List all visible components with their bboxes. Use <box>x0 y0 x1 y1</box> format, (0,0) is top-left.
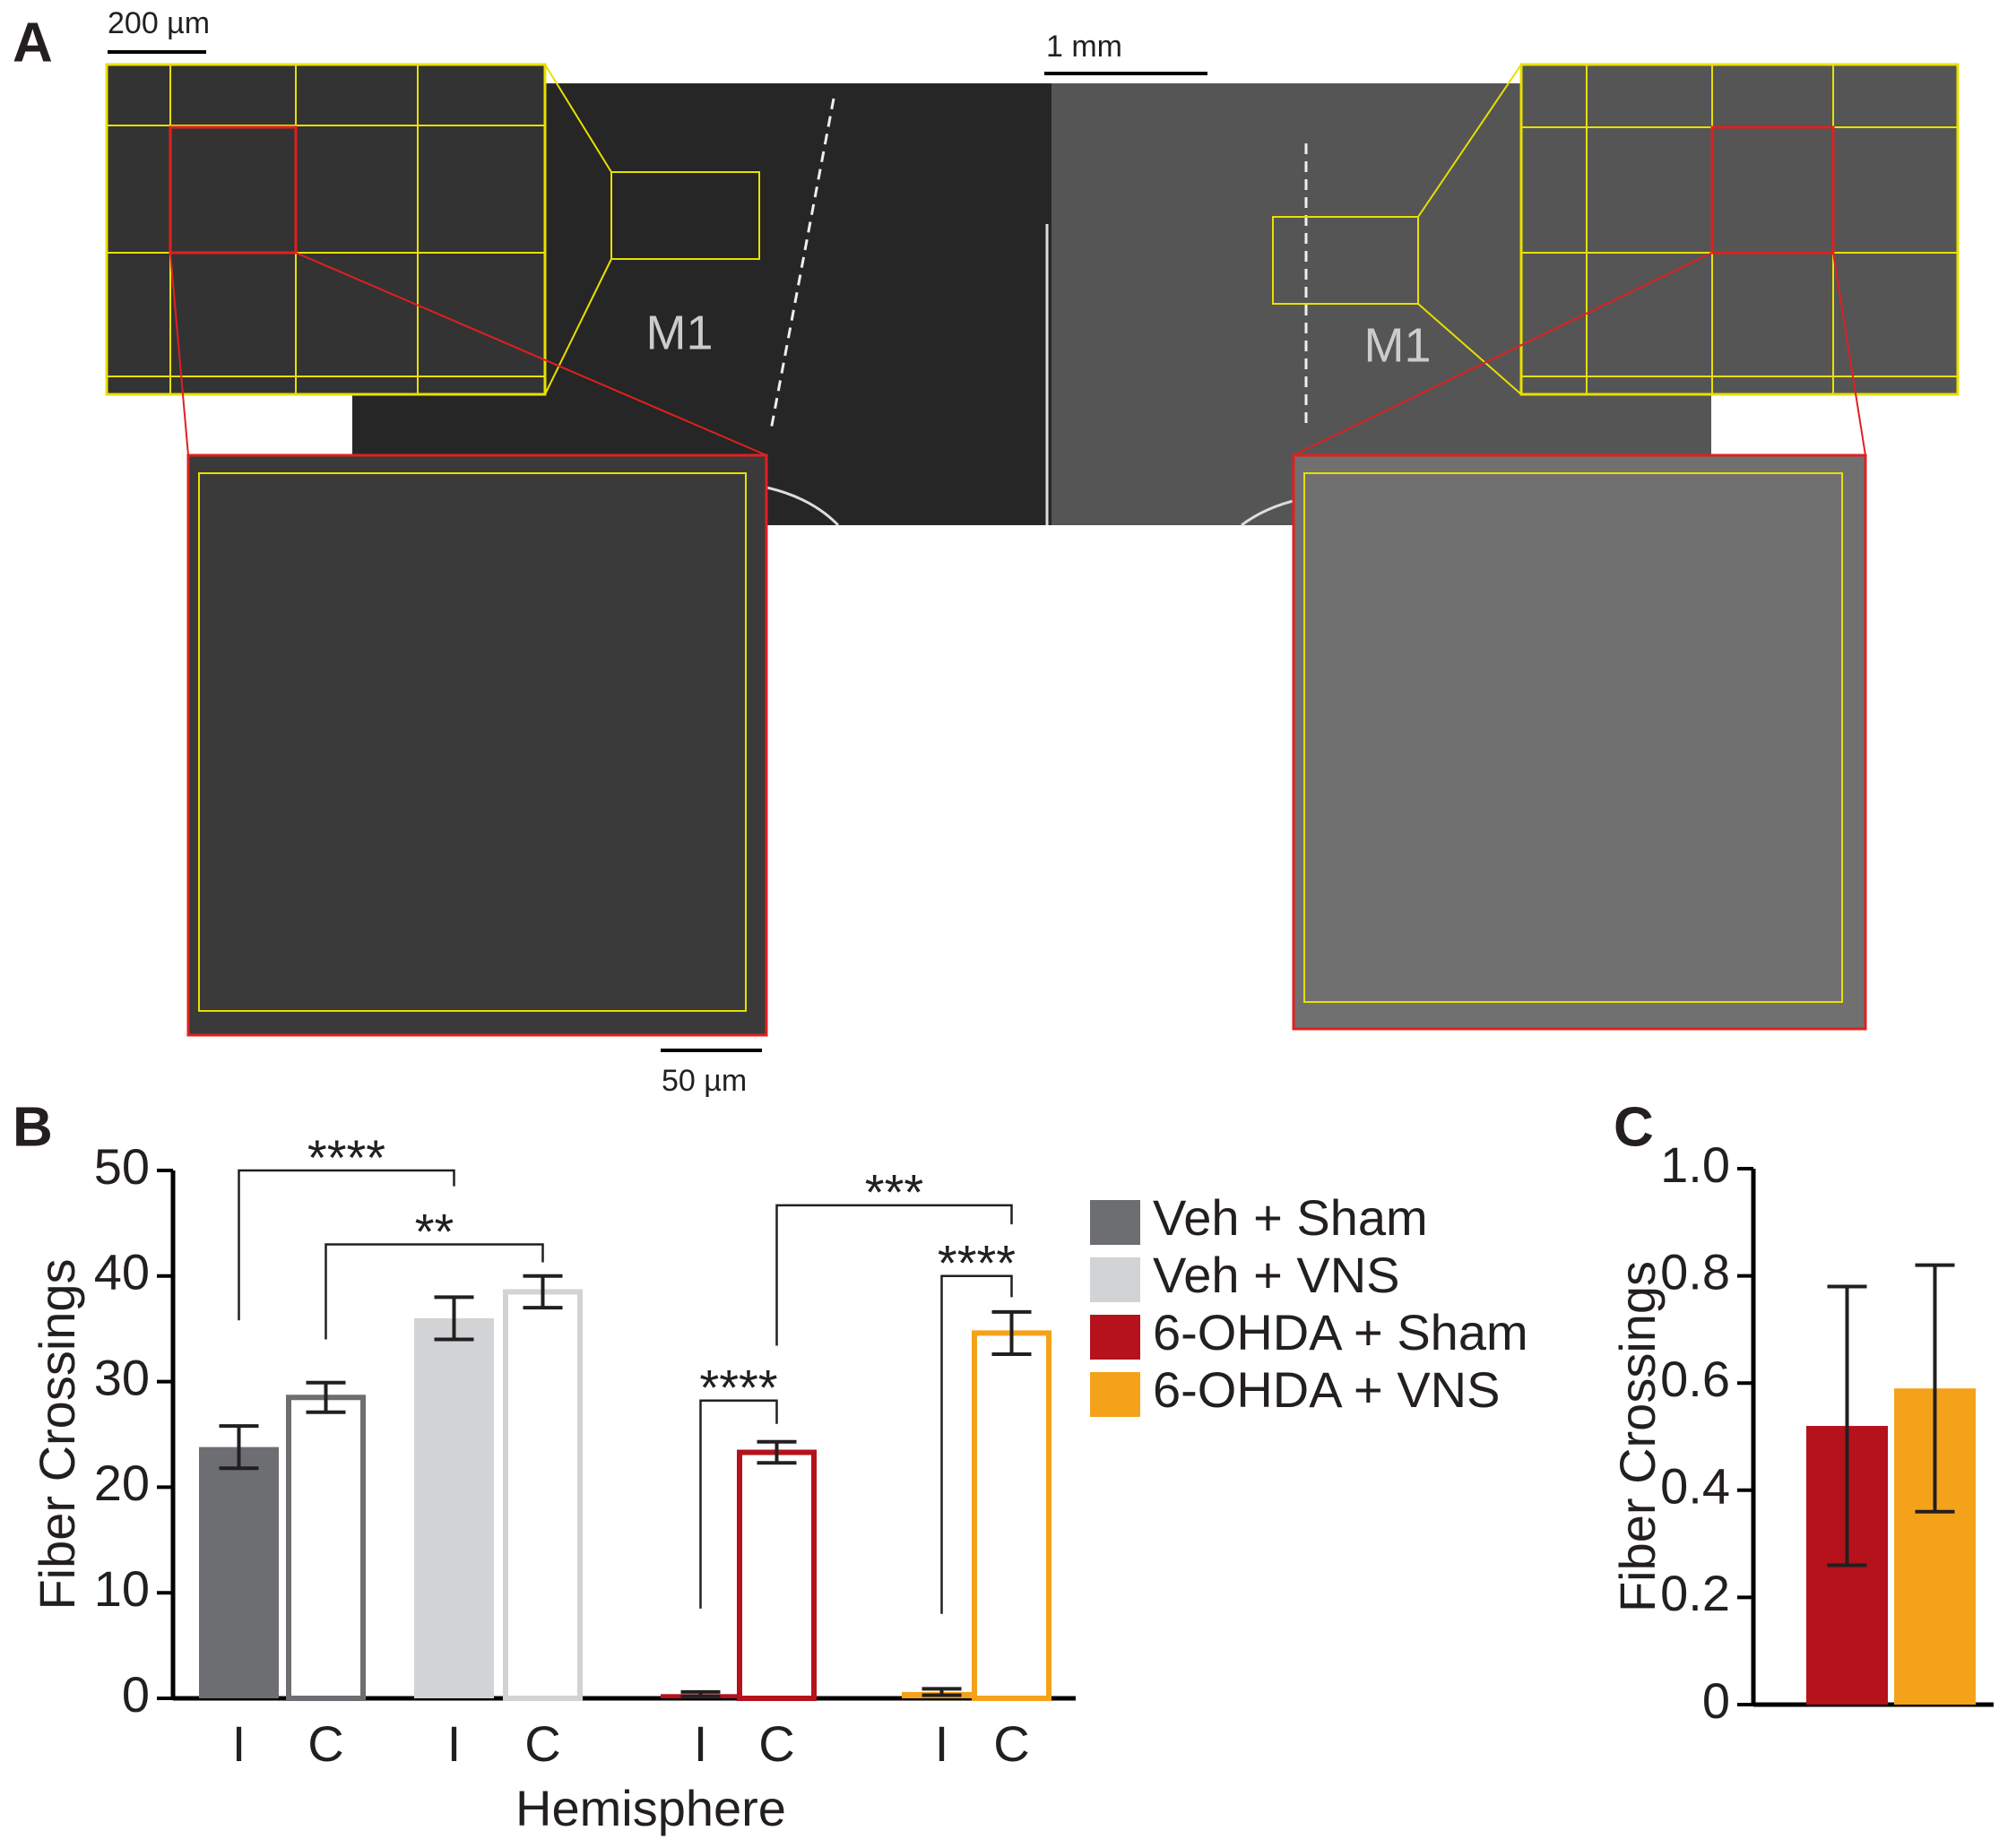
region-label: M1 <box>1363 318 1431 372</box>
sig-bracket <box>325 1243 544 1340</box>
legend-swatch <box>1090 1257 1140 1302</box>
y-axis-label: Fiber Crossings <box>29 1258 85 1610</box>
bar <box>199 1446 279 1698</box>
zoom-line <box>1417 64 1522 218</box>
x-tick-label: I <box>447 1715 462 1772</box>
roi-red <box>169 125 298 255</box>
zoom-left <box>186 453 768 1037</box>
bar <box>737 1449 817 1701</box>
panel-a: A 200 µm 1 mm 50 µm M1 M1 <box>13 6 1960 1098</box>
roi-box <box>1272 216 1419 305</box>
legend-swatch <box>1090 1200 1140 1245</box>
bar <box>414 1317 494 1698</box>
x-tick-label: C <box>307 1715 343 1772</box>
sig-bracket <box>238 1169 455 1321</box>
sig-label: *** <box>865 1164 923 1221</box>
bar <box>503 1289 583 1701</box>
panel-label: B <box>13 1096 53 1158</box>
bar <box>972 1330 1051 1701</box>
boundary <box>769 98 835 431</box>
y-axis-label: Fiber Crossings <box>1609 1261 1666 1612</box>
legend-label: 6-OHDA + Sham <box>1153 1304 1528 1360</box>
zoom-line <box>1832 252 1866 456</box>
inset-right <box>1519 63 1960 396</box>
y-tick-label: 0.8 <box>1660 1243 1730 1300</box>
x-tick-label: I <box>935 1715 949 1772</box>
y-tick-label: 1.0 <box>1660 1136 1730 1193</box>
legend-label: Veh + VNS <box>1153 1247 1400 1303</box>
sig-label: **** <box>938 1235 1016 1291</box>
y-tick-label: 0.2 <box>1660 1565 1730 1621</box>
panel-label: A <box>13 12 53 73</box>
y-tick-label: 0 <box>1702 1672 1730 1729</box>
sig-label: **** <box>699 1360 777 1416</box>
zoom-right <box>1292 453 1867 1031</box>
y-tick-label: 0.6 <box>1660 1351 1730 1407</box>
y-tick-label: 20 <box>94 1455 150 1511</box>
zoom-line <box>544 64 612 173</box>
scale-label: 50 µm <box>662 1064 747 1098</box>
count-frame <box>1303 472 1843 1003</box>
legend-swatch <box>1090 1315 1140 1360</box>
y-tick-label: 10 <box>94 1560 150 1617</box>
sig-bracket <box>940 1274 1013 1614</box>
roi-red <box>1710 125 1835 255</box>
y-tick-label: 0.4 <box>1660 1458 1730 1515</box>
zoom-line <box>1293 252 1713 456</box>
scale-label: 1 mm <box>1046 30 1122 64</box>
sig-bracket <box>775 1204 1013 1346</box>
roi-box <box>610 171 760 260</box>
sig-bracket <box>699 1399 778 1609</box>
grid-left <box>107 65 1958 394</box>
x-tick-label: C <box>524 1715 560 1772</box>
legend-swatch <box>1090 1372 1140 1417</box>
inset-left <box>105 63 547 396</box>
bar <box>286 1395 366 1702</box>
sig-label: ** <box>415 1203 454 1259</box>
zoom-line <box>295 252 767 456</box>
x-tick-label: I <box>232 1715 247 1772</box>
x-tick-label: C <box>993 1715 1029 1772</box>
y-tick-label: 50 <box>94 1138 150 1195</box>
x-tick-label: C <box>758 1715 794 1772</box>
zoom-line <box>1417 303 1522 395</box>
panel-label: C <box>1614 1096 1654 1158</box>
y-tick-label: 30 <box>94 1349 150 1405</box>
legend-label: 6-OHDA + VNS <box>1153 1361 1500 1418</box>
y-tick-label: 40 <box>94 1244 150 1300</box>
x-axis-label: Hemisphere <box>515 1780 786 1836</box>
scale-label: 200 µm <box>108 6 210 40</box>
sig-label: **** <box>307 1129 385 1186</box>
legend-label: Veh + Sham <box>1153 1189 1428 1246</box>
region-label: M1 <box>645 306 713 359</box>
y-tick-label: 0 <box>122 1666 150 1723</box>
zoom-line <box>169 252 189 456</box>
zoom-line <box>544 258 612 395</box>
count-frame <box>198 472 747 1012</box>
x-tick-label: I <box>694 1715 708 1772</box>
